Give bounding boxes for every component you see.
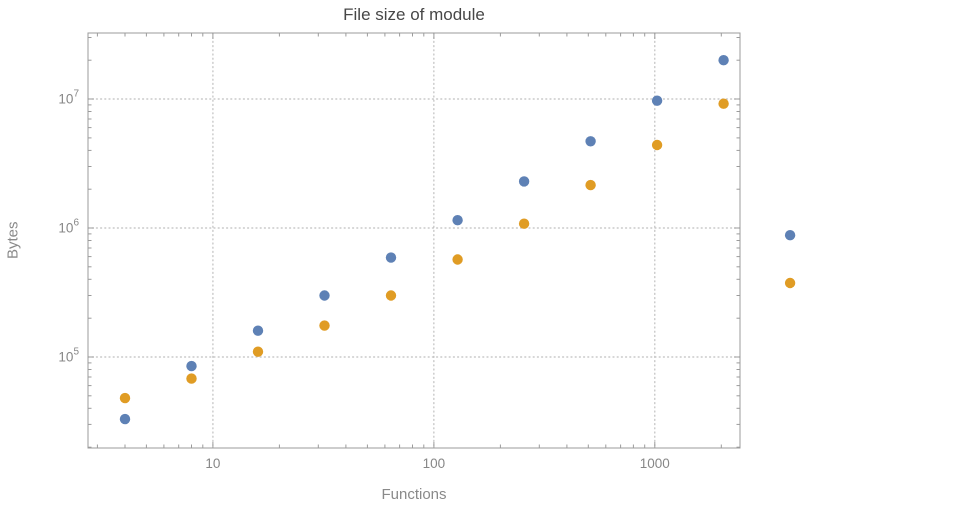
data-point-series-blue xyxy=(585,136,596,147)
data-point-series-orange xyxy=(319,320,330,331)
y-tick-label: 105 xyxy=(58,347,79,365)
data-point-series-orange xyxy=(518,218,530,229)
y-tick-label: 106 xyxy=(58,218,79,236)
x-tick-label: 1000 xyxy=(640,456,670,471)
data-point-series-orange xyxy=(252,346,264,357)
y-axis-label: Bytes xyxy=(4,221,22,260)
data-point-series-orange xyxy=(186,373,197,384)
data-point-series-blue xyxy=(784,230,796,241)
x-axis-label: Functions xyxy=(381,486,447,503)
data-point-series-orange xyxy=(651,139,663,151)
x-tick-label: 100 xyxy=(423,456,446,471)
data-point-series-blue xyxy=(186,360,197,372)
data-point-series-blue xyxy=(651,95,663,106)
data-point-series-blue xyxy=(385,252,397,263)
x-tick-label: 10 xyxy=(205,456,220,471)
data-point-series-blue xyxy=(452,215,463,226)
data-point-series-orange xyxy=(585,179,596,191)
data-point-series-blue xyxy=(518,176,530,187)
plot-frame xyxy=(87,32,741,449)
data-point-series-orange xyxy=(385,290,397,301)
data-point-series-orange xyxy=(718,98,729,109)
data-point-series-blue xyxy=(718,55,729,66)
data-point-series-orange xyxy=(784,277,796,289)
plot-title: File size of module xyxy=(343,5,485,24)
data-point-series-blue xyxy=(319,290,330,301)
data-point-series-blue xyxy=(252,325,264,336)
data-point-series-blue xyxy=(119,413,131,425)
data-point-series-orange xyxy=(119,392,131,404)
y-tick-label: 107 xyxy=(58,89,79,107)
data-point-series-orange xyxy=(452,254,463,265)
